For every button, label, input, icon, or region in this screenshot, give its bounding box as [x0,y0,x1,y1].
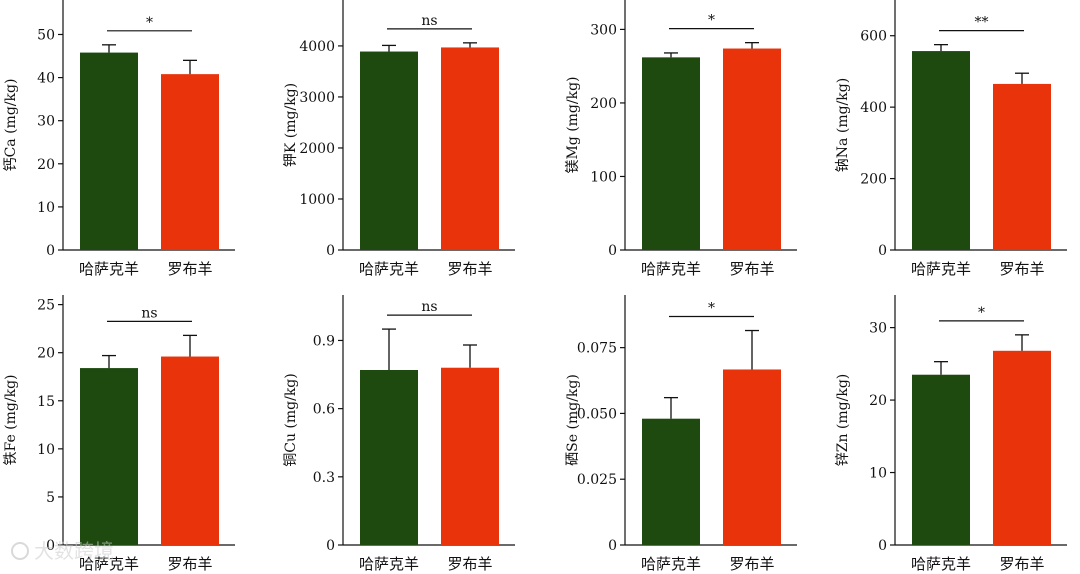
y-tick-label: 200 [860,172,887,188]
y-axis-label: 钠Na (mg/kg) [835,78,851,172]
category-label-1: 哈萨克羊 [79,260,139,278]
category-label-1: 哈萨克羊 [911,555,971,573]
y-tick-label: 600 [860,29,887,45]
y-axis-label: 钾K (mg/kg) [283,83,299,167]
watermark: 大数跨境 [11,539,114,563]
y-tick-label: 300 [590,22,617,38]
y-tick-label: 400 [860,100,887,116]
bar-1 [642,418,700,545]
y-tick-label: 0.6 [313,402,335,418]
category-label-2: 罗布羊 [167,260,212,278]
y-axis-label: 铜Cu (mg/kg) [283,373,299,467]
chart-panel-3: 0 100 200 300 镁Mg (mg/kg) 哈萨克羊 罗布羊 * [565,0,797,278]
watermark-logo-icon [11,542,29,560]
y-tick-label: 0 [326,538,335,554]
y-tick-label: 4000 [299,39,335,55]
watermark-text: 大数跨境 [34,539,114,563]
bar-2 [993,350,1051,545]
chart-panel-8: 0 10 20 30 锌Zn (mg/kg) 哈萨克羊 罗布羊 * [835,295,1067,573]
chart-panel-6: 0 0.3 0.6 0.9 铜Cu (mg/kg) 哈萨克羊 罗布羊 ns [283,295,515,573]
y-tick-label: 10 [37,442,55,458]
category-label-1: 哈萨克羊 [359,260,419,278]
bar-2 [161,74,219,250]
y-tick-label: 15 [37,394,55,410]
category-label-1: 哈萨克羊 [359,555,419,573]
y-tick-label: 0.075 [577,341,617,357]
y-tick-label: 0 [608,538,617,554]
category-label-2: 罗布羊 [729,260,774,278]
y-tick-label: 20 [869,393,887,409]
y-tick-label: 0 [608,243,617,259]
y-tick-label: 0 [878,243,887,259]
significance-label: * [708,301,715,317]
significance-label: * [978,305,985,321]
significance-label: ns [421,13,437,29]
y-tick-label: 10 [37,200,55,216]
y-axis-label: 铁Fe (mg/kg) [3,374,19,465]
category-label-1: 哈萨克羊 [641,555,701,573]
significance-label: ns [141,305,157,321]
y-tick-label: 0.025 [577,472,617,488]
y-tick-label: 30 [37,114,55,130]
y-axis-label: 锌Zn (mg/kg) [835,374,851,467]
chart-panel-7: 0 0.025 0.050 0.075 硒Se (mg/kg) 哈萨克羊 罗布羊 * [565,295,797,573]
bar-1 [642,57,700,251]
chart-panel-1: 0 10 20 30 40 50 钙Ca (mg/kg) 哈萨克羊 罗布羊 * [3,0,235,278]
bar-2 [441,47,499,251]
y-tick-label: 0 [878,538,887,554]
y-tick-label: 20 [37,346,55,362]
y-tick-label: 20 [37,157,55,173]
y-axis-label: 钙Ca (mg/kg) [3,79,19,172]
bar-2 [723,369,781,545]
category-label-1: 哈萨克羊 [641,260,701,278]
y-tick-label: 0.3 [313,470,335,486]
category-label-1: 哈萨克羊 [79,555,139,573]
bar-1 [360,51,418,251]
category-label-2: 罗布羊 [999,555,1044,573]
bar-1 [360,370,418,545]
category-label-2: 罗布羊 [447,260,492,278]
bar-2 [441,367,499,545]
y-tick-label: 40 [37,71,55,87]
significance-label: * [708,13,715,29]
y-tick-label: 25 [37,298,55,314]
significance-label: ns [421,299,437,315]
bar-2 [161,356,219,545]
significance-label: ** [975,15,989,31]
y-tick-label: 2000 [299,141,335,157]
category-label-2: 罗布羊 [447,555,492,573]
bar-1 [912,374,970,545]
y-tick-label: 0 [46,243,55,259]
y-tick-label: 0.9 [313,333,335,349]
y-tick-label: 5 [46,490,55,506]
category-label-2: 罗布羊 [167,555,212,573]
chart-panel-4: 0 200 400 600 钠Na (mg/kg) 哈萨克羊 罗布羊 ** [835,0,1067,278]
y-tick-label: 1000 [299,192,335,208]
chart-panel-5: 0 5 10 15 20 25 铁Fe (mg/kg) 哈萨克羊 罗布羊 ns [3,295,235,573]
y-axis-label: 硒Se (mg/kg) [565,374,581,466]
y-tick-label: 50 [37,27,55,43]
category-label-2: 罗布羊 [999,260,1044,278]
chart-panel-2: 0 1000 2000 3000 4000 钾K (mg/kg) 哈萨克羊 罗布羊 ns [283,0,515,278]
y-tick-label: 30 [869,321,887,337]
category-label-1: 哈萨克羊 [911,260,971,278]
bar-1 [80,52,138,250]
y-tick-label: 100 [590,169,617,185]
category-label-2: 罗布羊 [729,555,774,573]
y-axis-label: 镁Mg (mg/kg) [565,76,581,173]
y-tick-label: 10 [869,466,887,482]
bar-1 [80,368,138,545]
bar-2 [993,83,1051,250]
bar-1 [912,51,970,251]
y-tick-label: 0.050 [577,406,617,422]
y-tick-label: 200 [590,96,617,112]
bar-2 [723,48,781,250]
y-tick-label: 0 [326,243,335,259]
significance-label: * [146,15,153,31]
y-tick-label: 0 [46,538,55,554]
y-tick-label: 3000 [299,90,335,106]
